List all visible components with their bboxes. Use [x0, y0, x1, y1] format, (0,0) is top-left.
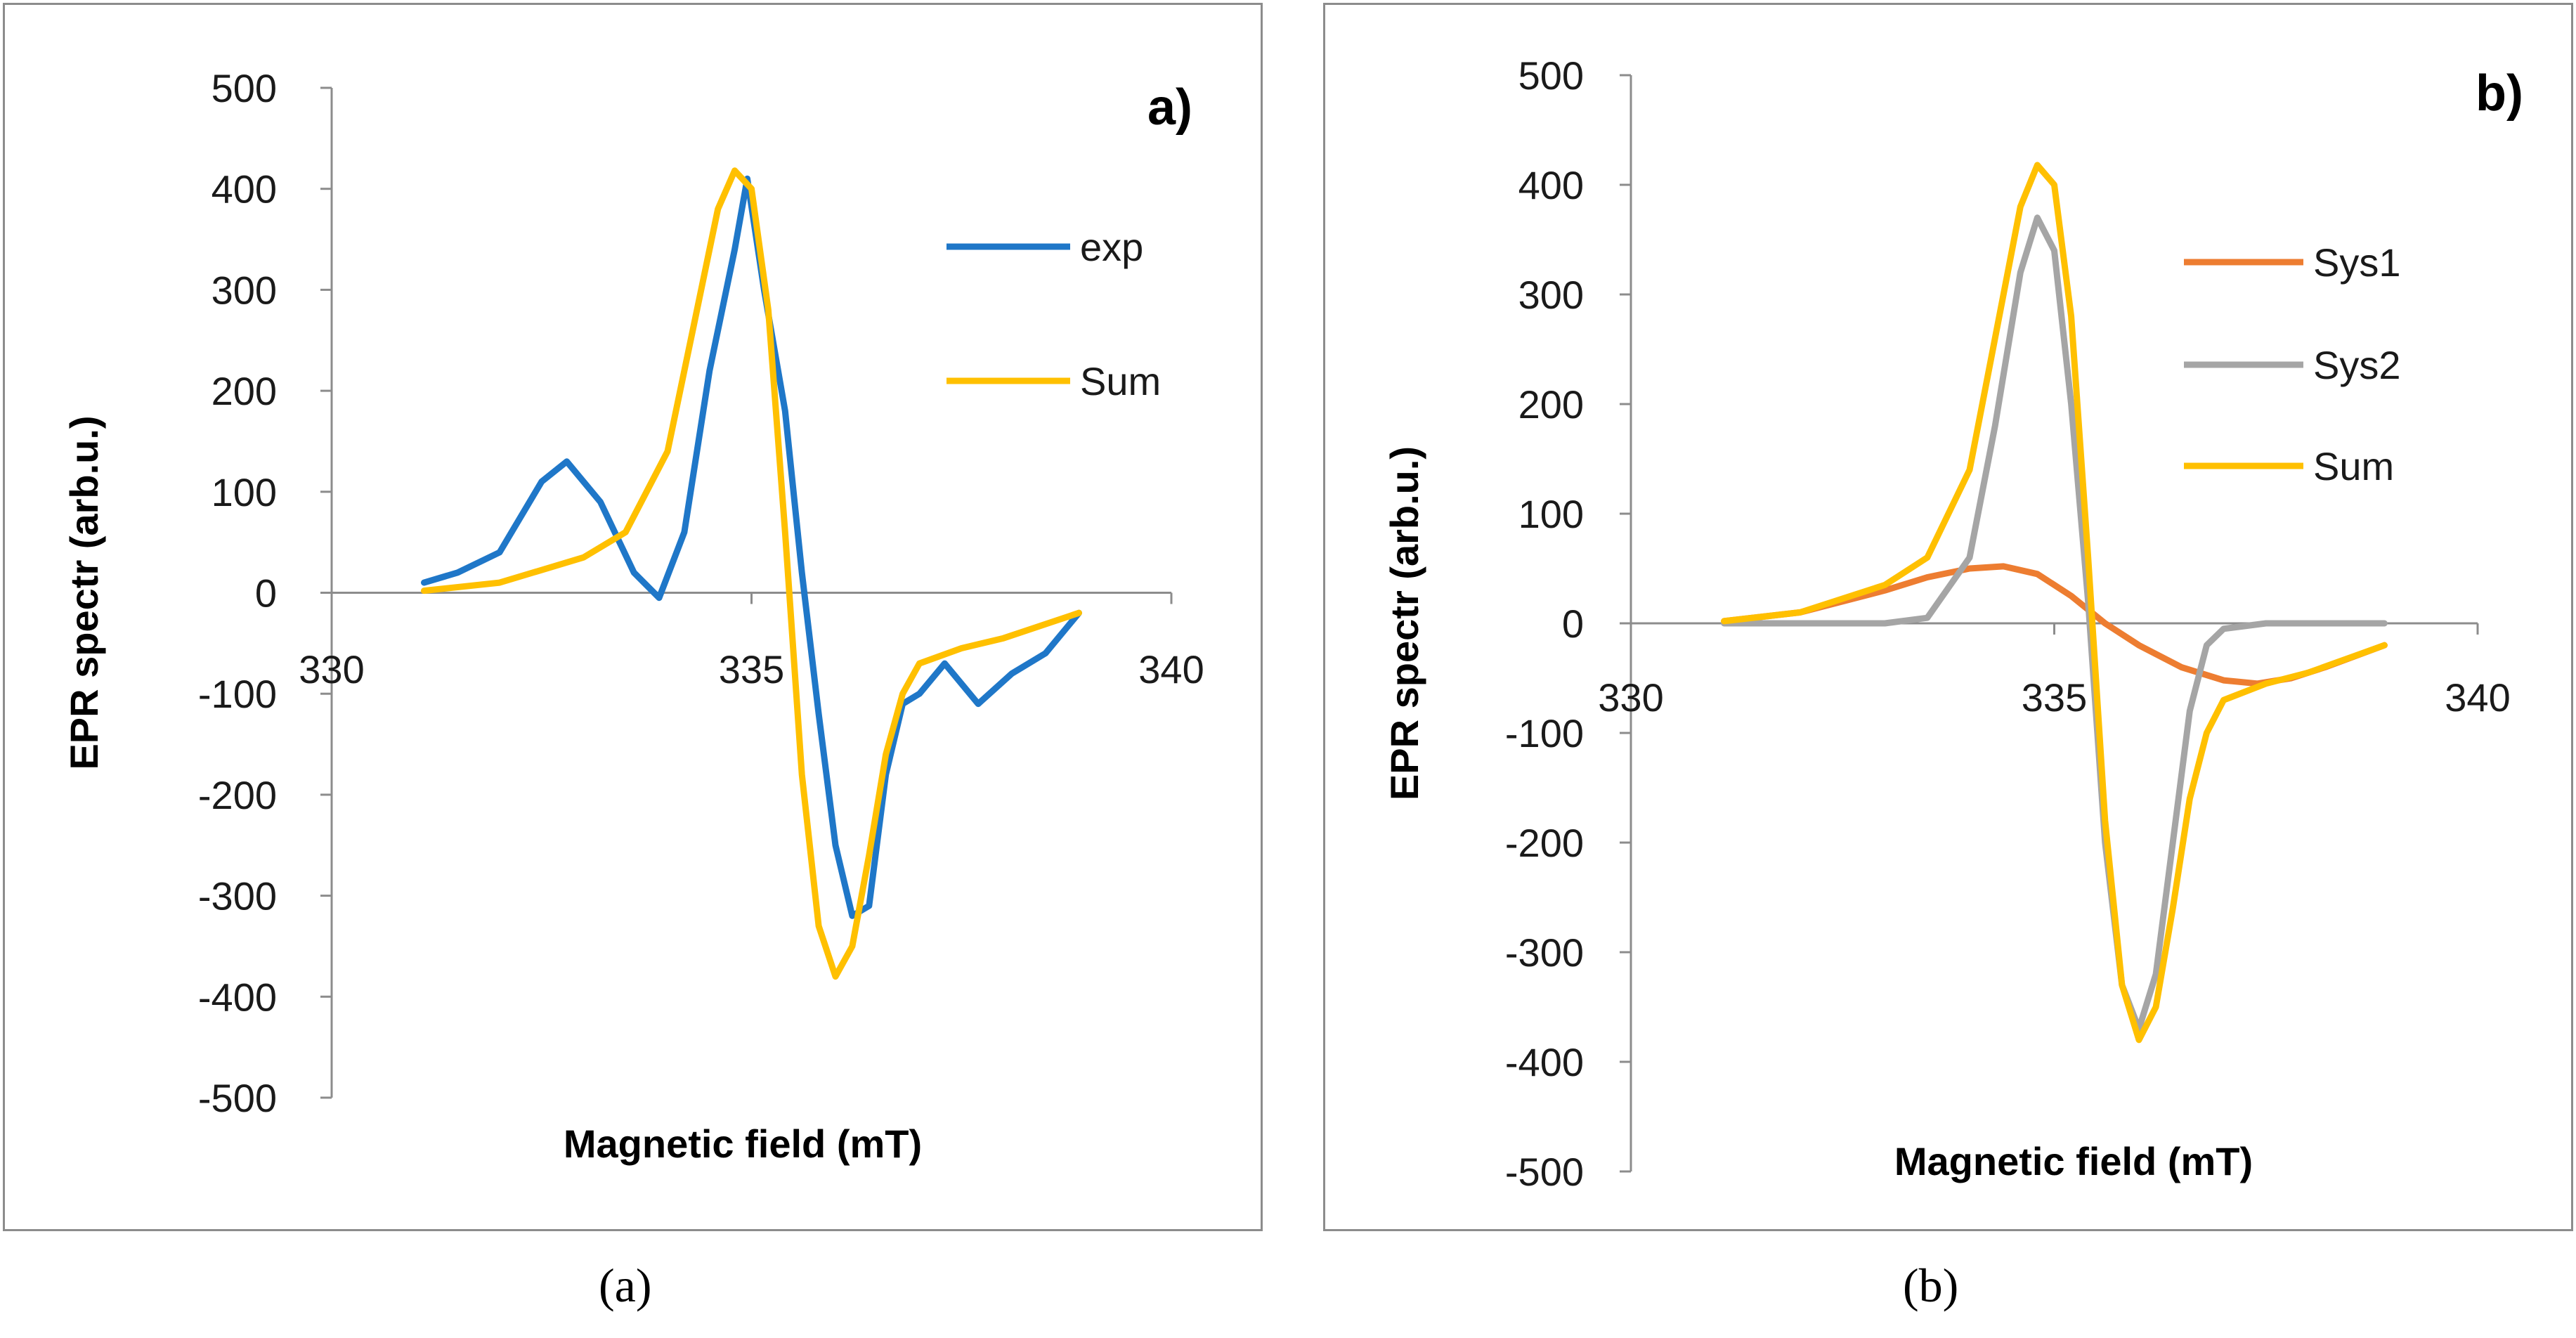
chart-a-y-tick-label: 100	[212, 470, 277, 514]
chart-b-y-tick-label: -500	[1505, 1150, 1584, 1194]
chart-a-svg: 500 400 300 200 100 0 -100 -200 -300 -400 -500 330 3…	[62, 66, 1204, 1166]
chart-b-x-tick-label: 340	[2445, 675, 2510, 720]
chart-a-y-tick-label: -100	[198, 672, 277, 716]
chart-b-x-axis-title: Magnetic field (mT)	[1894, 1139, 2253, 1183]
chart-b-svg: 500 400 300 200 100 0 -100 -200 -300 -400 -500 330 3…	[1382, 53, 2523, 1194]
chart-b-legend-label-sum: Sum	[2313, 444, 2394, 488]
chart-b-y-tick-label: -400	[1505, 1040, 1584, 1084]
chart-b-y-tick-label: 200	[1518, 382, 1584, 427]
chart-a-y-tick-label: -300	[198, 874, 277, 918]
chart-a-x-tick-label: 330	[299, 647, 364, 691]
chart-panel-b: 500 400 300 200 100 0 -100 -200 -300 -400 -500 330 3…	[1323, 3, 2573, 1231]
chart-a-y-tick-label: 400	[212, 167, 277, 212]
chart-b-y-tick-label: 400	[1518, 163, 1584, 207]
chart-b-y-tick-label: 0	[1562, 602, 1584, 646]
chart-a-y-tick-label: -200	[198, 773, 277, 817]
chart-a-panel-label: a)	[1147, 79, 1192, 136]
chart-panel-a: 500 400 300 200 100 0 -100 -200 -300 -400 -500 330 3…	[3, 3, 1263, 1231]
chart-a-y-tick-label: 0	[255, 571, 277, 616]
chart-a-series-sum-line	[421, 167, 1082, 980]
chart-a-x-tick-label: 335	[719, 647, 784, 691]
chart-b-legend-label-sys2: Sys2	[2313, 343, 2401, 387]
chart-a-y-tick-label: 300	[212, 268, 277, 312]
chart-b-x-tick-label: 330	[1598, 675, 1663, 720]
chart-b-y-tick-label: 300	[1518, 273, 1584, 317]
chart-b-series-sum-line	[1721, 162, 2388, 1044]
chart-a-series-exp-line	[421, 175, 1082, 919]
chart-b-y-tick-label: -100	[1505, 711, 1584, 755]
caption-b: (b)	[1903, 1259, 1959, 1312]
chart-a-y-tick-label: 200	[212, 369, 277, 413]
chart-a-y-tick-label: -500	[198, 1076, 277, 1120]
chart-b-y-tick-label: 500	[1518, 53, 1584, 98]
chart-a-y-axis-title: EPR spectr (arb.u.)	[62, 415, 106, 769]
chart-b-y-tick-label: -200	[1505, 821, 1584, 865]
chart-a-legend-label-sum: Sum	[1080, 359, 1161, 403]
chart-a-legend-label-exp: exp	[1080, 225, 1143, 269]
chart-b-y-axis-title: EPR spectr (arb.u.)	[1382, 446, 1426, 800]
chart-b-legend-label-sys1: Sys1	[2313, 240, 2401, 285]
chart-a-y-tick-label: -400	[198, 975, 277, 1019]
chart-b-x-tick-label: 335	[2022, 675, 2087, 720]
chart-a-x-tick-label: 340	[1138, 647, 1204, 691]
chart-b-y-tick-label: 100	[1518, 492, 1584, 536]
chart-a-x-axis-title: Magnetic field (mT)	[564, 1122, 922, 1166]
chart-b-y-tick-label: -300	[1505, 930, 1584, 975]
caption-a: (a)	[599, 1259, 652, 1312]
chart-b-panel-label: b)	[2476, 65, 2523, 122]
chart-a-y-tick-label: 500	[212, 66, 277, 110]
